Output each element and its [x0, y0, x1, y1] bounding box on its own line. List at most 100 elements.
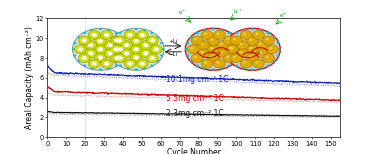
Circle shape	[143, 29, 146, 31]
Circle shape	[203, 67, 206, 70]
Circle shape	[198, 41, 209, 50]
Circle shape	[273, 36, 276, 39]
Circle shape	[203, 29, 206, 31]
Circle shape	[153, 47, 159, 51]
Circle shape	[266, 32, 270, 34]
Circle shape	[156, 60, 160, 62]
Circle shape	[143, 67, 146, 70]
Circle shape	[226, 56, 229, 58]
Circle shape	[98, 39, 103, 43]
Circle shape	[240, 43, 243, 45]
Circle shape	[91, 67, 94, 70]
Circle shape	[161, 48, 164, 51]
Circle shape	[124, 51, 129, 55]
Text: 10.1mg cm⁻² 1C: 10.1mg cm⁻² 1C	[166, 75, 229, 84]
Circle shape	[101, 30, 113, 39]
Circle shape	[185, 28, 241, 70]
Circle shape	[124, 59, 136, 68]
Circle shape	[201, 59, 213, 68]
Circle shape	[246, 45, 258, 54]
Circle shape	[115, 32, 118, 34]
Circle shape	[273, 60, 276, 62]
Circle shape	[233, 38, 236, 40]
Circle shape	[108, 28, 164, 70]
Circle shape	[246, 36, 258, 45]
Circle shape	[220, 43, 223, 45]
Circle shape	[160, 42, 163, 44]
Circle shape	[143, 43, 149, 47]
Circle shape	[217, 33, 220, 35]
Circle shape	[73, 54, 76, 57]
Circle shape	[194, 38, 197, 40]
Circle shape	[73, 28, 129, 70]
Circle shape	[140, 49, 152, 58]
Circle shape	[227, 45, 239, 54]
Circle shape	[85, 41, 97, 50]
Circle shape	[210, 39, 213, 41]
Circle shape	[101, 59, 113, 68]
Circle shape	[223, 36, 235, 45]
Circle shape	[233, 36, 237, 39]
Circle shape	[263, 36, 274, 45]
Circle shape	[249, 55, 253, 58]
Circle shape	[229, 47, 232, 49]
Circle shape	[276, 42, 279, 44]
Circle shape	[233, 56, 236, 58]
Circle shape	[239, 48, 242, 51]
X-axis label: Cycle Number: Cycle Number	[167, 148, 221, 154]
Circle shape	[146, 54, 158, 63]
Text: +Li: +Li	[168, 38, 178, 44]
Circle shape	[246, 53, 258, 62]
Circle shape	[119, 32, 122, 34]
Circle shape	[160, 54, 163, 57]
Circle shape	[88, 43, 93, 47]
Circle shape	[109, 42, 112, 44]
Circle shape	[114, 54, 126, 63]
Circle shape	[251, 68, 254, 71]
Circle shape	[253, 30, 265, 39]
Circle shape	[77, 47, 83, 51]
Circle shape	[107, 67, 110, 70]
Circle shape	[115, 64, 118, 67]
Circle shape	[276, 54, 279, 57]
Circle shape	[237, 42, 240, 44]
Circle shape	[130, 36, 142, 45]
Circle shape	[85, 49, 97, 58]
Circle shape	[187, 45, 199, 54]
Circle shape	[226, 45, 238, 54]
Circle shape	[126, 29, 129, 31]
Circle shape	[124, 43, 129, 47]
Circle shape	[72, 48, 75, 51]
Circle shape	[104, 49, 116, 58]
Circle shape	[91, 33, 97, 37]
Circle shape	[201, 51, 204, 53]
Circle shape	[226, 38, 229, 40]
Circle shape	[266, 64, 270, 67]
Circle shape	[113, 47, 119, 51]
Circle shape	[230, 47, 233, 49]
Circle shape	[186, 54, 189, 57]
Circle shape	[107, 29, 110, 31]
Circle shape	[190, 47, 193, 49]
Circle shape	[115, 45, 127, 54]
Circle shape	[230, 36, 242, 45]
Circle shape	[118, 47, 123, 51]
Circle shape	[110, 45, 122, 54]
Circle shape	[217, 49, 229, 58]
Circle shape	[259, 29, 262, 31]
Circle shape	[237, 49, 249, 58]
Circle shape	[150, 56, 155, 60]
Circle shape	[83, 32, 86, 34]
Circle shape	[83, 64, 86, 67]
Circle shape	[114, 56, 119, 60]
Circle shape	[235, 64, 238, 67]
Circle shape	[259, 43, 262, 45]
Circle shape	[204, 33, 207, 35]
Circle shape	[190, 36, 193, 39]
Circle shape	[91, 29, 94, 31]
Circle shape	[121, 36, 124, 39]
Circle shape	[228, 32, 231, 34]
Circle shape	[98, 47, 103, 51]
Circle shape	[220, 67, 223, 70]
Circle shape	[126, 67, 129, 70]
